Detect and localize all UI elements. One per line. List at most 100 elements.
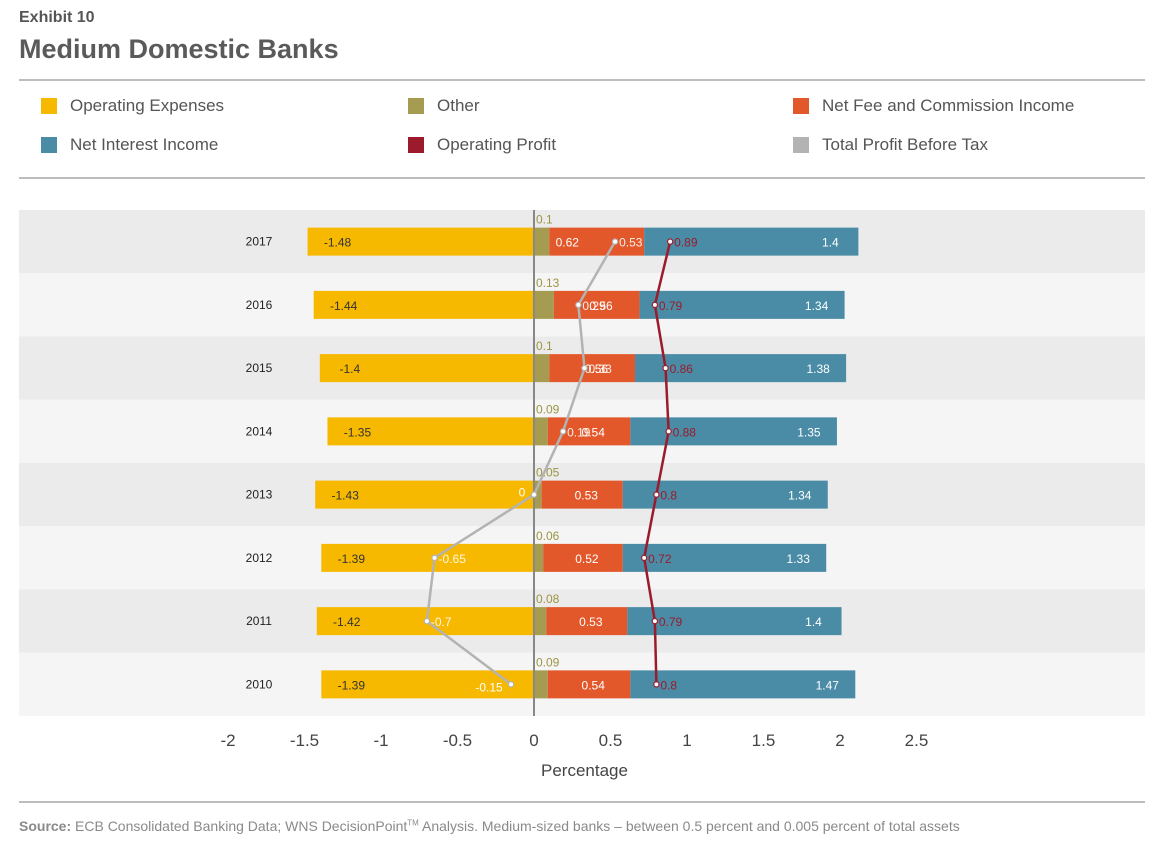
legend-swatch (793, 98, 809, 114)
legend-swatch (41, 98, 57, 114)
category-label: 2013 (246, 488, 273, 502)
label-total-profit-before-tax: 0.19 (567, 425, 591, 439)
source-note: Source: ECB Consolidated Banking Data; W… (19, 818, 960, 834)
label-operating-expenses: -1.4 (339, 362, 360, 376)
page-title: Medium Domestic Banks (19, 34, 339, 64)
label-operating-profit: 0.8 (660, 678, 677, 692)
x-axis-label: Percentage (541, 761, 628, 780)
label-net-fee-commission: 0.54 (582, 678, 606, 692)
label-net-fee-commission: 0.53 (575, 489, 599, 503)
bar-other (534, 354, 550, 383)
label-total-profit-before-tax: 0.53 (619, 236, 643, 250)
point-operating-profit (640, 554, 648, 562)
label-net-interest-income: 1.47 (816, 678, 840, 692)
label-total-profit-before-tax: 0.33 (588, 362, 612, 376)
label-net-fee-commission: 0.53 (579, 615, 603, 629)
label-other: 0.1 (536, 339, 553, 353)
label-total-profit-before-tax: 0.29 (582, 299, 606, 313)
label-operating-profit: 0.79 (659, 615, 683, 629)
label-other: 0.08 (536, 592, 560, 606)
point-total-profit-before-tax (581, 364, 588, 372)
label-net-fee-commission: 0.54 (582, 425, 606, 439)
category-label: 2016 (246, 298, 273, 312)
bar-other (534, 290, 554, 319)
bar-net-fee-commission (546, 607, 628, 636)
bar-operating-expenses (307, 227, 534, 256)
legend-item-net-fee-and-commission-income: Net Fee and Commission Income (793, 96, 1074, 116)
bar-net-fee-commission (549, 354, 635, 383)
label-total-profit-before-tax: -0.65 (439, 552, 467, 566)
bar-net-interest-income (639, 290, 845, 319)
label-other: 0.09 (536, 655, 560, 669)
category-label: 2015 (246, 361, 273, 375)
line-total-profit-before-tax (425, 240, 617, 686)
x-tick-label: 0 (529, 731, 538, 750)
source-text: ECB Consolidated Banking Data; WNS Decis… (75, 818, 408, 834)
label-operating-profit: 0.79 (659, 299, 683, 313)
bar-net-fee-commission (541, 480, 623, 509)
point-total-profit-before-tax (431, 554, 438, 562)
label-operating-expenses: -1.48 (324, 236, 352, 250)
x-tick-label: -1 (373, 731, 388, 750)
bar-operating-expenses (321, 543, 534, 572)
point-operating-profit (666, 238, 674, 245)
point-total-profit-before-tax (575, 301, 582, 309)
label-total-profit-before-tax: -0.7 (431, 615, 452, 629)
source-text-2: Analysis. Medium-sized banks – between 0… (418, 818, 960, 834)
x-tick-label: 2.5 (905, 731, 929, 750)
label-net-interest-income: 1.33 (787, 552, 811, 566)
legend-label: Other (437, 96, 480, 115)
source-label: Source: (19, 818, 72, 834)
label-net-interest-income: 1.34 (805, 299, 829, 313)
legend-item-operating-expenses: Operating Expenses (41, 96, 224, 116)
label-operating-expenses: -1.39 (338, 552, 366, 566)
trademark-mark: TM (407, 818, 419, 828)
bar-net-fee-commission (543, 543, 623, 572)
bar-other (534, 480, 542, 509)
legend-label: Net Interest Income (70, 135, 219, 154)
label-operating-expenses: -1.42 (333, 615, 361, 629)
bar-net-interest-income (627, 607, 842, 636)
label-other: 0.1 (536, 213, 553, 227)
bar-net-interest-income (634, 354, 847, 383)
label-net-interest-income: 1.34 (788, 489, 812, 503)
x-tick-label: 2 (835, 731, 844, 750)
legend-divider (19, 177, 1145, 179)
label-operating-profit: 0.88 (673, 425, 697, 439)
point-operating-profit (651, 617, 659, 625)
point-operating-profit (653, 491, 660, 498)
category-label: 2017 (246, 235, 273, 249)
bar-other (534, 227, 550, 256)
bar-operating-expenses (313, 290, 534, 319)
label-net-interest-income: 1.35 (797, 425, 821, 439)
x-tick-label: -0.5 (443, 731, 472, 750)
x-tick-label: 0.5 (599, 731, 623, 750)
label-operating-expenses: -1.39 (338, 678, 366, 692)
point-total-profit-before-tax (559, 428, 567, 435)
label-operating-expenses: -1.35 (344, 425, 372, 439)
exhibit-label: Exhibit 10 (19, 9, 95, 26)
label-other: 0.09 (536, 402, 560, 416)
legend-label: Operating Profit (437, 135, 557, 154)
bar-net-interest-income (630, 417, 837, 446)
bar-operating-expenses (315, 480, 534, 509)
label-other: 0.05 (536, 466, 560, 480)
label-total-profit-before-tax: 0 (519, 486, 526, 500)
legend-swatch (793, 137, 809, 153)
bar-operating-expenses (319, 354, 534, 383)
label-total-profit-before-tax: -0.15 (475, 680, 503, 694)
label-net-fee-commission: 0.56 (589, 299, 613, 313)
legend-item-other: Other (408, 96, 480, 116)
label-other: 0.13 (536, 276, 560, 290)
bar-operating-expenses (327, 417, 534, 446)
label-operating-profit: 0.8 (660, 489, 677, 503)
category-label: 2012 (246, 551, 273, 565)
label-operating-profit: 0.86 (670, 362, 694, 376)
legend-label: Operating Expenses (70, 96, 225, 115)
line-operating-profit (642, 241, 672, 685)
label-operating-expenses: -1.44 (330, 299, 358, 313)
x-tick-label: -1.5 (290, 731, 319, 750)
legend-swatch (41, 137, 57, 153)
legend-item-net-interest-income: Net Interest Income (41, 135, 218, 155)
